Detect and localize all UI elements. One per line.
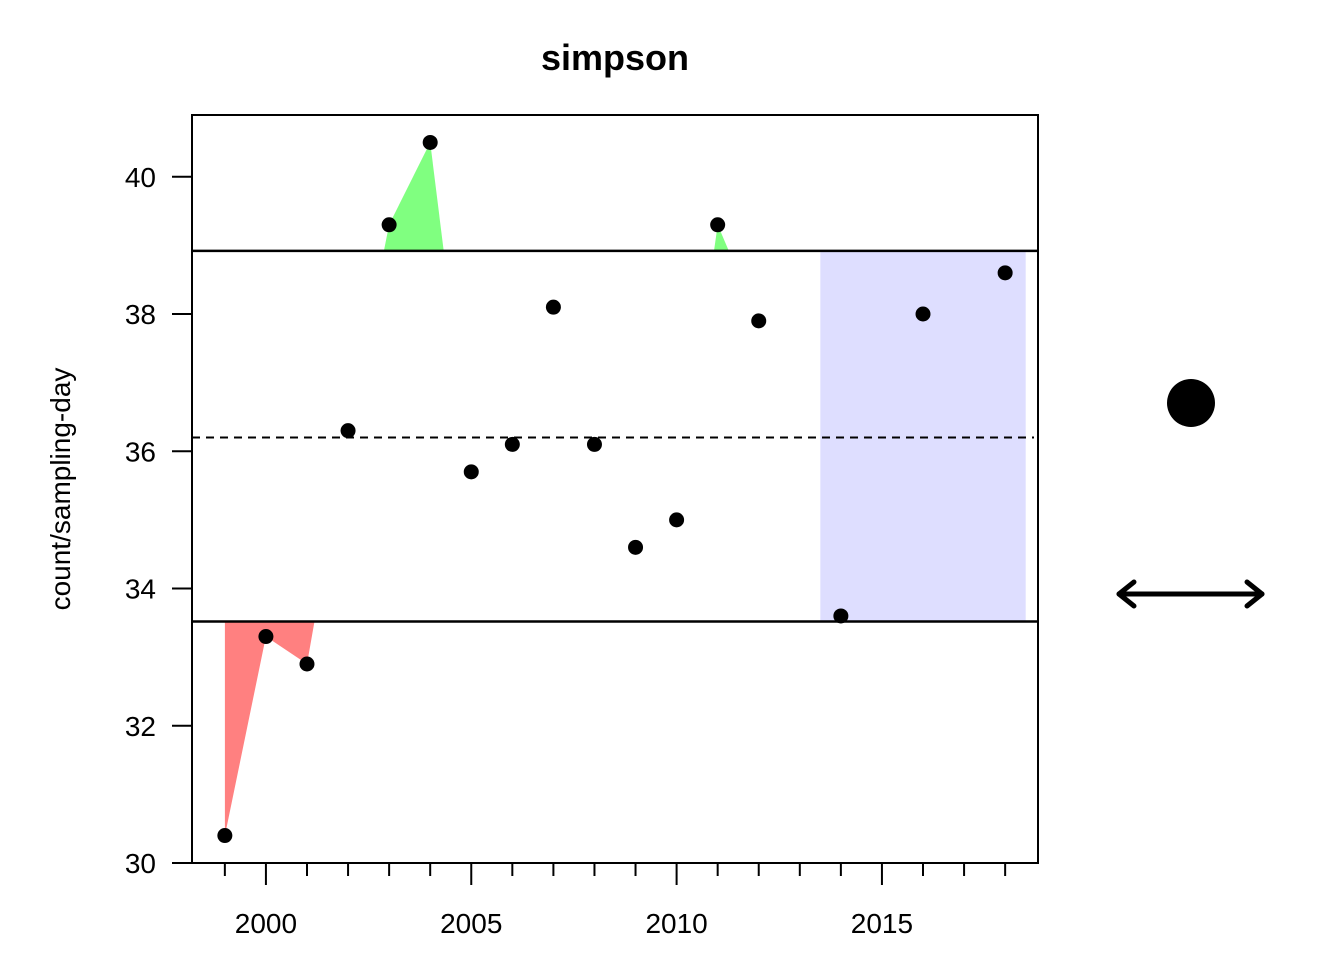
data-point — [628, 539, 644, 555]
data-point — [915, 306, 931, 322]
y-tick-label: 32 — [125, 711, 156, 742]
x-tick-label: 2015 — [851, 908, 913, 939]
deviation-fills — [224, 142, 729, 836]
x-tick-label: 2000 — [235, 908, 297, 939]
above-fill-area — [383, 142, 444, 251]
filled-circle-icon — [1167, 379, 1215, 427]
data-point — [833, 608, 849, 624]
highlight-layer — [820, 250, 1026, 622]
chart-title: simpson — [541, 37, 689, 78]
data-point — [463, 464, 479, 480]
reference-lines — [192, 249, 1038, 623]
data-point — [669, 512, 685, 528]
data-point — [710, 217, 726, 233]
data-point — [258, 629, 274, 645]
y-tick-label: 40 — [125, 162, 156, 193]
below-fill-area — [224, 621, 315, 836]
data-point — [751, 313, 767, 329]
data-point — [586, 436, 602, 452]
data-points — [217, 134, 1013, 844]
data-point — [340, 423, 356, 439]
y-axis-label: count/sampling-day — [45, 368, 76, 611]
double-arrow-icon — [1116, 579, 1265, 609]
highlight-band — [820, 250, 1026, 622]
data-point — [504, 436, 520, 452]
x-tick-label: 2010 — [645, 908, 707, 939]
y-tick-label: 30 — [125, 848, 156, 879]
data-point — [997, 265, 1013, 281]
legend-icons — [1116, 379, 1265, 609]
data-point — [381, 217, 397, 233]
plot-frame — [191, 114, 1039, 864]
data-point — [299, 656, 315, 672]
axes: 30 32 34 36 38 40 2000 2005 2010 2015 — [125, 114, 1039, 939]
data-point — [217, 828, 233, 844]
x-tick-label: 2005 — [440, 908, 502, 939]
y-tick-label: 36 — [125, 436, 156, 467]
y-tick-label: 34 — [125, 574, 156, 605]
data-point — [545, 299, 561, 315]
y-tick-label: 38 — [125, 299, 156, 330]
data-point — [422, 134, 438, 150]
